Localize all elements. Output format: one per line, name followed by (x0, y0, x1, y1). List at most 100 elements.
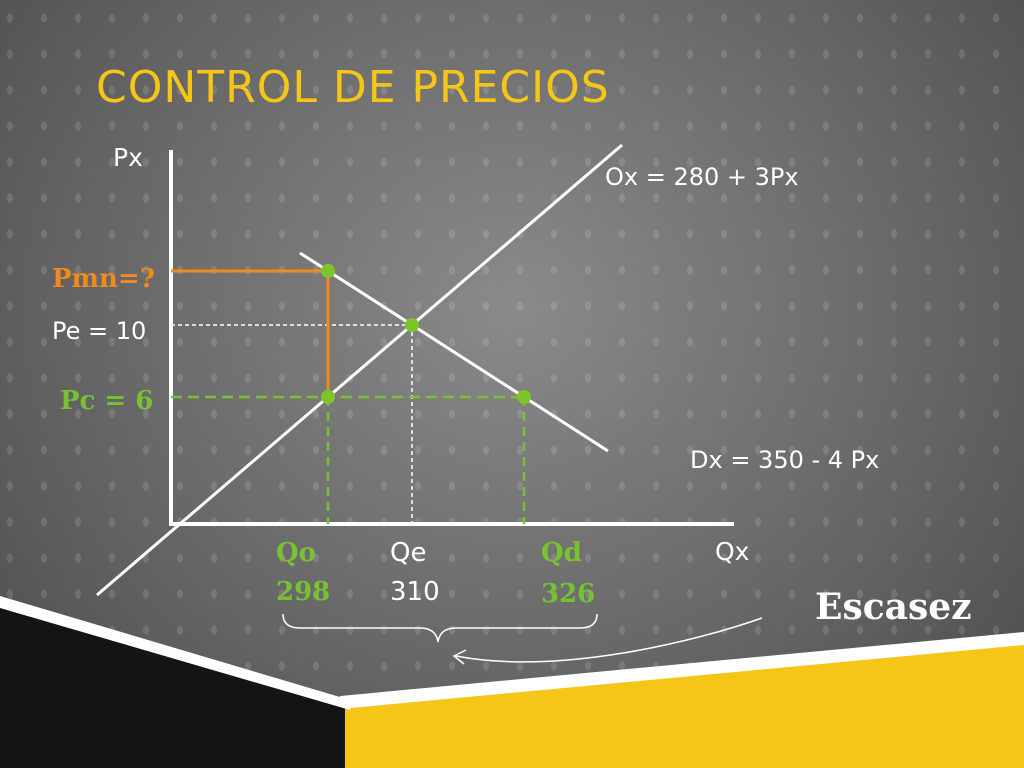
background-dot (618, 193, 626, 203)
background-dot (414, 409, 422, 419)
background-dot (958, 409, 966, 419)
background-dot (244, 157, 252, 167)
background-dot (822, 481, 830, 491)
background-dot (414, 13, 422, 23)
background-dot (788, 13, 796, 23)
background-dot (448, 445, 456, 455)
background-dot (924, 193, 932, 203)
background-dot (652, 301, 660, 311)
background-dot (40, 49, 48, 59)
background-dot (414, 85, 422, 95)
background-dot (856, 481, 864, 491)
background-dot (992, 517, 1000, 527)
background-dot (108, 265, 116, 275)
background-dot (414, 445, 422, 455)
background-dot (482, 409, 490, 419)
background-dot (686, 409, 694, 419)
background-dot (482, 193, 490, 203)
background-dot (992, 373, 1000, 383)
background-dot (652, 553, 660, 563)
background-dot (380, 661, 388, 671)
background-dot (414, 193, 422, 203)
background-dot (992, 265, 1000, 275)
background-dot (924, 517, 932, 527)
background-dot (516, 85, 524, 95)
background-dot (720, 13, 728, 23)
demand-curve-label: Dx = 350 - 4 Px (690, 446, 879, 474)
shortage-brace (282, 613, 598, 643)
background-dot (992, 445, 1000, 455)
background-dot (754, 193, 762, 203)
background-dot (6, 553, 14, 563)
background-dot (244, 301, 252, 311)
black-band (0, 600, 345, 768)
background-dot (550, 445, 558, 455)
background-dot (992, 481, 1000, 491)
background-dot (686, 121, 694, 131)
background-dot (584, 337, 592, 347)
background-dot (618, 157, 626, 167)
background-dot (652, 85, 660, 95)
background-dot (890, 589, 898, 599)
background-dot (108, 373, 116, 383)
background-dot (312, 301, 320, 311)
background-dot (516, 265, 524, 275)
background-dot (448, 337, 456, 347)
background-dot (244, 625, 252, 635)
background-dot (618, 373, 626, 383)
background-dot (6, 193, 14, 203)
background-dot (108, 121, 116, 131)
background-dot (278, 661, 286, 671)
background-dot (516, 481, 524, 491)
background-dot (992, 337, 1000, 347)
background-dot (142, 121, 150, 131)
background-dot (550, 337, 558, 347)
background-dot (346, 229, 354, 239)
background-dot (6, 517, 14, 527)
background-dot (108, 517, 116, 527)
background-dot (40, 445, 48, 455)
background-dot (108, 85, 116, 95)
background-dot (550, 589, 558, 599)
background-dot (550, 85, 558, 95)
background-dot (74, 229, 82, 239)
background-dot (686, 481, 694, 491)
background-dot (516, 13, 524, 23)
background-dot (856, 193, 864, 203)
background-dot (856, 517, 864, 527)
background-dot (482, 13, 490, 23)
background-dot (788, 409, 796, 419)
background-dot (652, 13, 660, 23)
background-dot (992, 229, 1000, 239)
background-dot (890, 373, 898, 383)
background-dot (244, 121, 252, 131)
background-dot (992, 553, 1000, 563)
background-dot (890, 517, 898, 527)
background-dot (856, 49, 864, 59)
background-dot (6, 481, 14, 491)
background-dot (584, 193, 592, 203)
quantity-demanded-point (517, 390, 531, 404)
background-dot (720, 157, 728, 167)
background-dot (924, 409, 932, 419)
background-dot (516, 445, 524, 455)
background-dot (40, 337, 48, 347)
background-dot (40, 373, 48, 383)
background-dot (448, 373, 456, 383)
background-dot (142, 481, 150, 491)
background-dot (278, 157, 286, 167)
background-dot (720, 49, 728, 59)
background-dot (346, 301, 354, 311)
background-dot (822, 193, 830, 203)
background-dot (686, 589, 694, 599)
background-dot (516, 337, 524, 347)
shortage-arrow (455, 617, 763, 663)
background-dot (788, 553, 796, 563)
shortage-annotation: Escasez (815, 586, 972, 628)
background-dot (890, 265, 898, 275)
background-dot (584, 661, 592, 671)
background-dot (40, 553, 48, 563)
background-dot (754, 373, 762, 383)
background-dot (142, 13, 150, 23)
background-dot (482, 481, 490, 491)
